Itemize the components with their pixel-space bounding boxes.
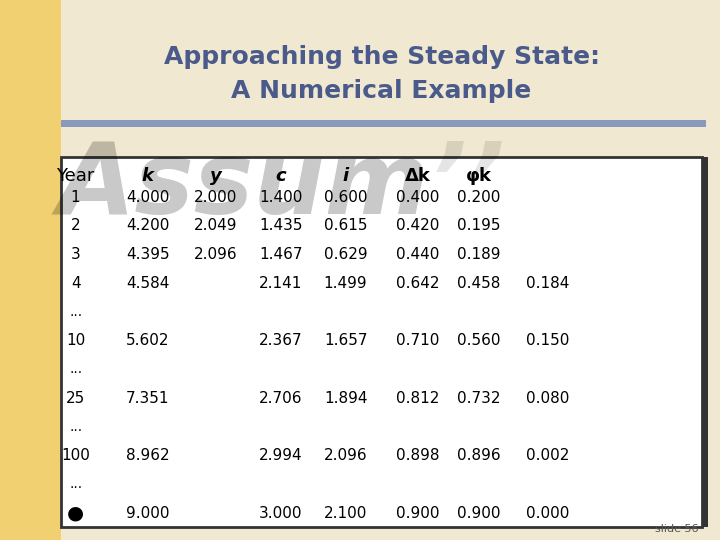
Text: 4: 4 — [71, 276, 81, 291]
Text: 2: 2 — [71, 218, 81, 233]
Text: 0.600: 0.600 — [324, 190, 367, 205]
Text: 0.642: 0.642 — [396, 276, 439, 291]
Text: 0.896: 0.896 — [457, 448, 500, 463]
Text: 0.615: 0.615 — [324, 218, 367, 233]
Text: 1: 1 — [71, 190, 81, 205]
Text: 1.467: 1.467 — [259, 247, 302, 262]
Text: 0.184: 0.184 — [526, 276, 569, 291]
Text: 0.400: 0.400 — [396, 190, 439, 205]
Text: Assum’’: Assum’’ — [58, 138, 505, 235]
Text: 1.435: 1.435 — [259, 218, 302, 233]
Text: 1.499: 1.499 — [324, 276, 367, 291]
Text: 2.994: 2.994 — [259, 448, 302, 463]
Text: 5.602: 5.602 — [126, 333, 169, 348]
Text: 7.351: 7.351 — [126, 390, 169, 406]
Text: 0.189: 0.189 — [457, 247, 500, 262]
Text: 8.962: 8.962 — [126, 448, 169, 463]
Text: 2.100: 2.100 — [324, 505, 367, 521]
Text: ...: ... — [69, 305, 82, 319]
Text: ...: ... — [69, 477, 82, 491]
Text: 2.141: 2.141 — [259, 276, 302, 291]
Text: ...: ... — [69, 420, 82, 434]
Text: 0.000: 0.000 — [526, 505, 569, 521]
Text: A Numerical Example: A Numerical Example — [231, 79, 532, 103]
Text: φk: φk — [466, 166, 492, 185]
Text: 0.560: 0.560 — [457, 333, 500, 348]
Text: k: k — [142, 166, 153, 185]
Text: 0.629: 0.629 — [324, 247, 367, 262]
Text: 0.710: 0.710 — [396, 333, 439, 348]
Text: 4.200: 4.200 — [126, 218, 169, 233]
Text: 2.096: 2.096 — [324, 448, 367, 463]
Text: 0.200: 0.200 — [457, 190, 500, 205]
Text: 4.000: 4.000 — [126, 190, 169, 205]
Text: 0.458: 0.458 — [457, 276, 500, 291]
Text: 3.000: 3.000 — [259, 505, 302, 521]
Text: 0.900: 0.900 — [457, 505, 500, 521]
Text: 0.900: 0.900 — [396, 505, 439, 521]
Text: i: i — [343, 166, 348, 185]
Text: Assum: Assum — [58, 138, 429, 235]
Text: c: c — [276, 166, 286, 185]
Text: 10: 10 — [66, 333, 85, 348]
Text: 25: 25 — [66, 390, 85, 406]
Text: 2.706: 2.706 — [259, 390, 302, 406]
Text: Year: Year — [56, 166, 95, 185]
Text: 2.000: 2.000 — [194, 190, 238, 205]
Text: 0.002: 0.002 — [526, 448, 569, 463]
Text: 4.584: 4.584 — [126, 276, 169, 291]
Text: 3: 3 — [71, 247, 81, 262]
Text: 0.440: 0.440 — [396, 247, 439, 262]
Text: 1.400: 1.400 — [259, 190, 302, 205]
Text: ●: ● — [67, 503, 84, 523]
Text: 0.080: 0.080 — [526, 390, 569, 406]
Text: 9.000: 9.000 — [126, 505, 169, 521]
Text: y: y — [210, 166, 222, 185]
Text: 0.898: 0.898 — [396, 448, 439, 463]
Text: 0.732: 0.732 — [457, 390, 500, 406]
Text: 0.420: 0.420 — [396, 218, 439, 233]
Text: Approaching the Steady State:: Approaching the Steady State: — [163, 45, 600, 69]
Text: 100: 100 — [61, 448, 90, 463]
Text: 1.894: 1.894 — [324, 390, 367, 406]
Text: 4.395: 4.395 — [126, 247, 169, 262]
Text: 2.049: 2.049 — [194, 218, 238, 233]
Text: 2.096: 2.096 — [194, 247, 238, 262]
Text: slide 56: slide 56 — [655, 523, 698, 534]
Text: 0.195: 0.195 — [457, 218, 500, 233]
Text: Δk: Δk — [405, 166, 431, 185]
Text: 0.812: 0.812 — [396, 390, 439, 406]
Text: ...: ... — [69, 362, 82, 376]
Text: 2.367: 2.367 — [259, 333, 302, 348]
Text: 1.657: 1.657 — [324, 333, 367, 348]
Text: 0.150: 0.150 — [526, 333, 569, 348]
